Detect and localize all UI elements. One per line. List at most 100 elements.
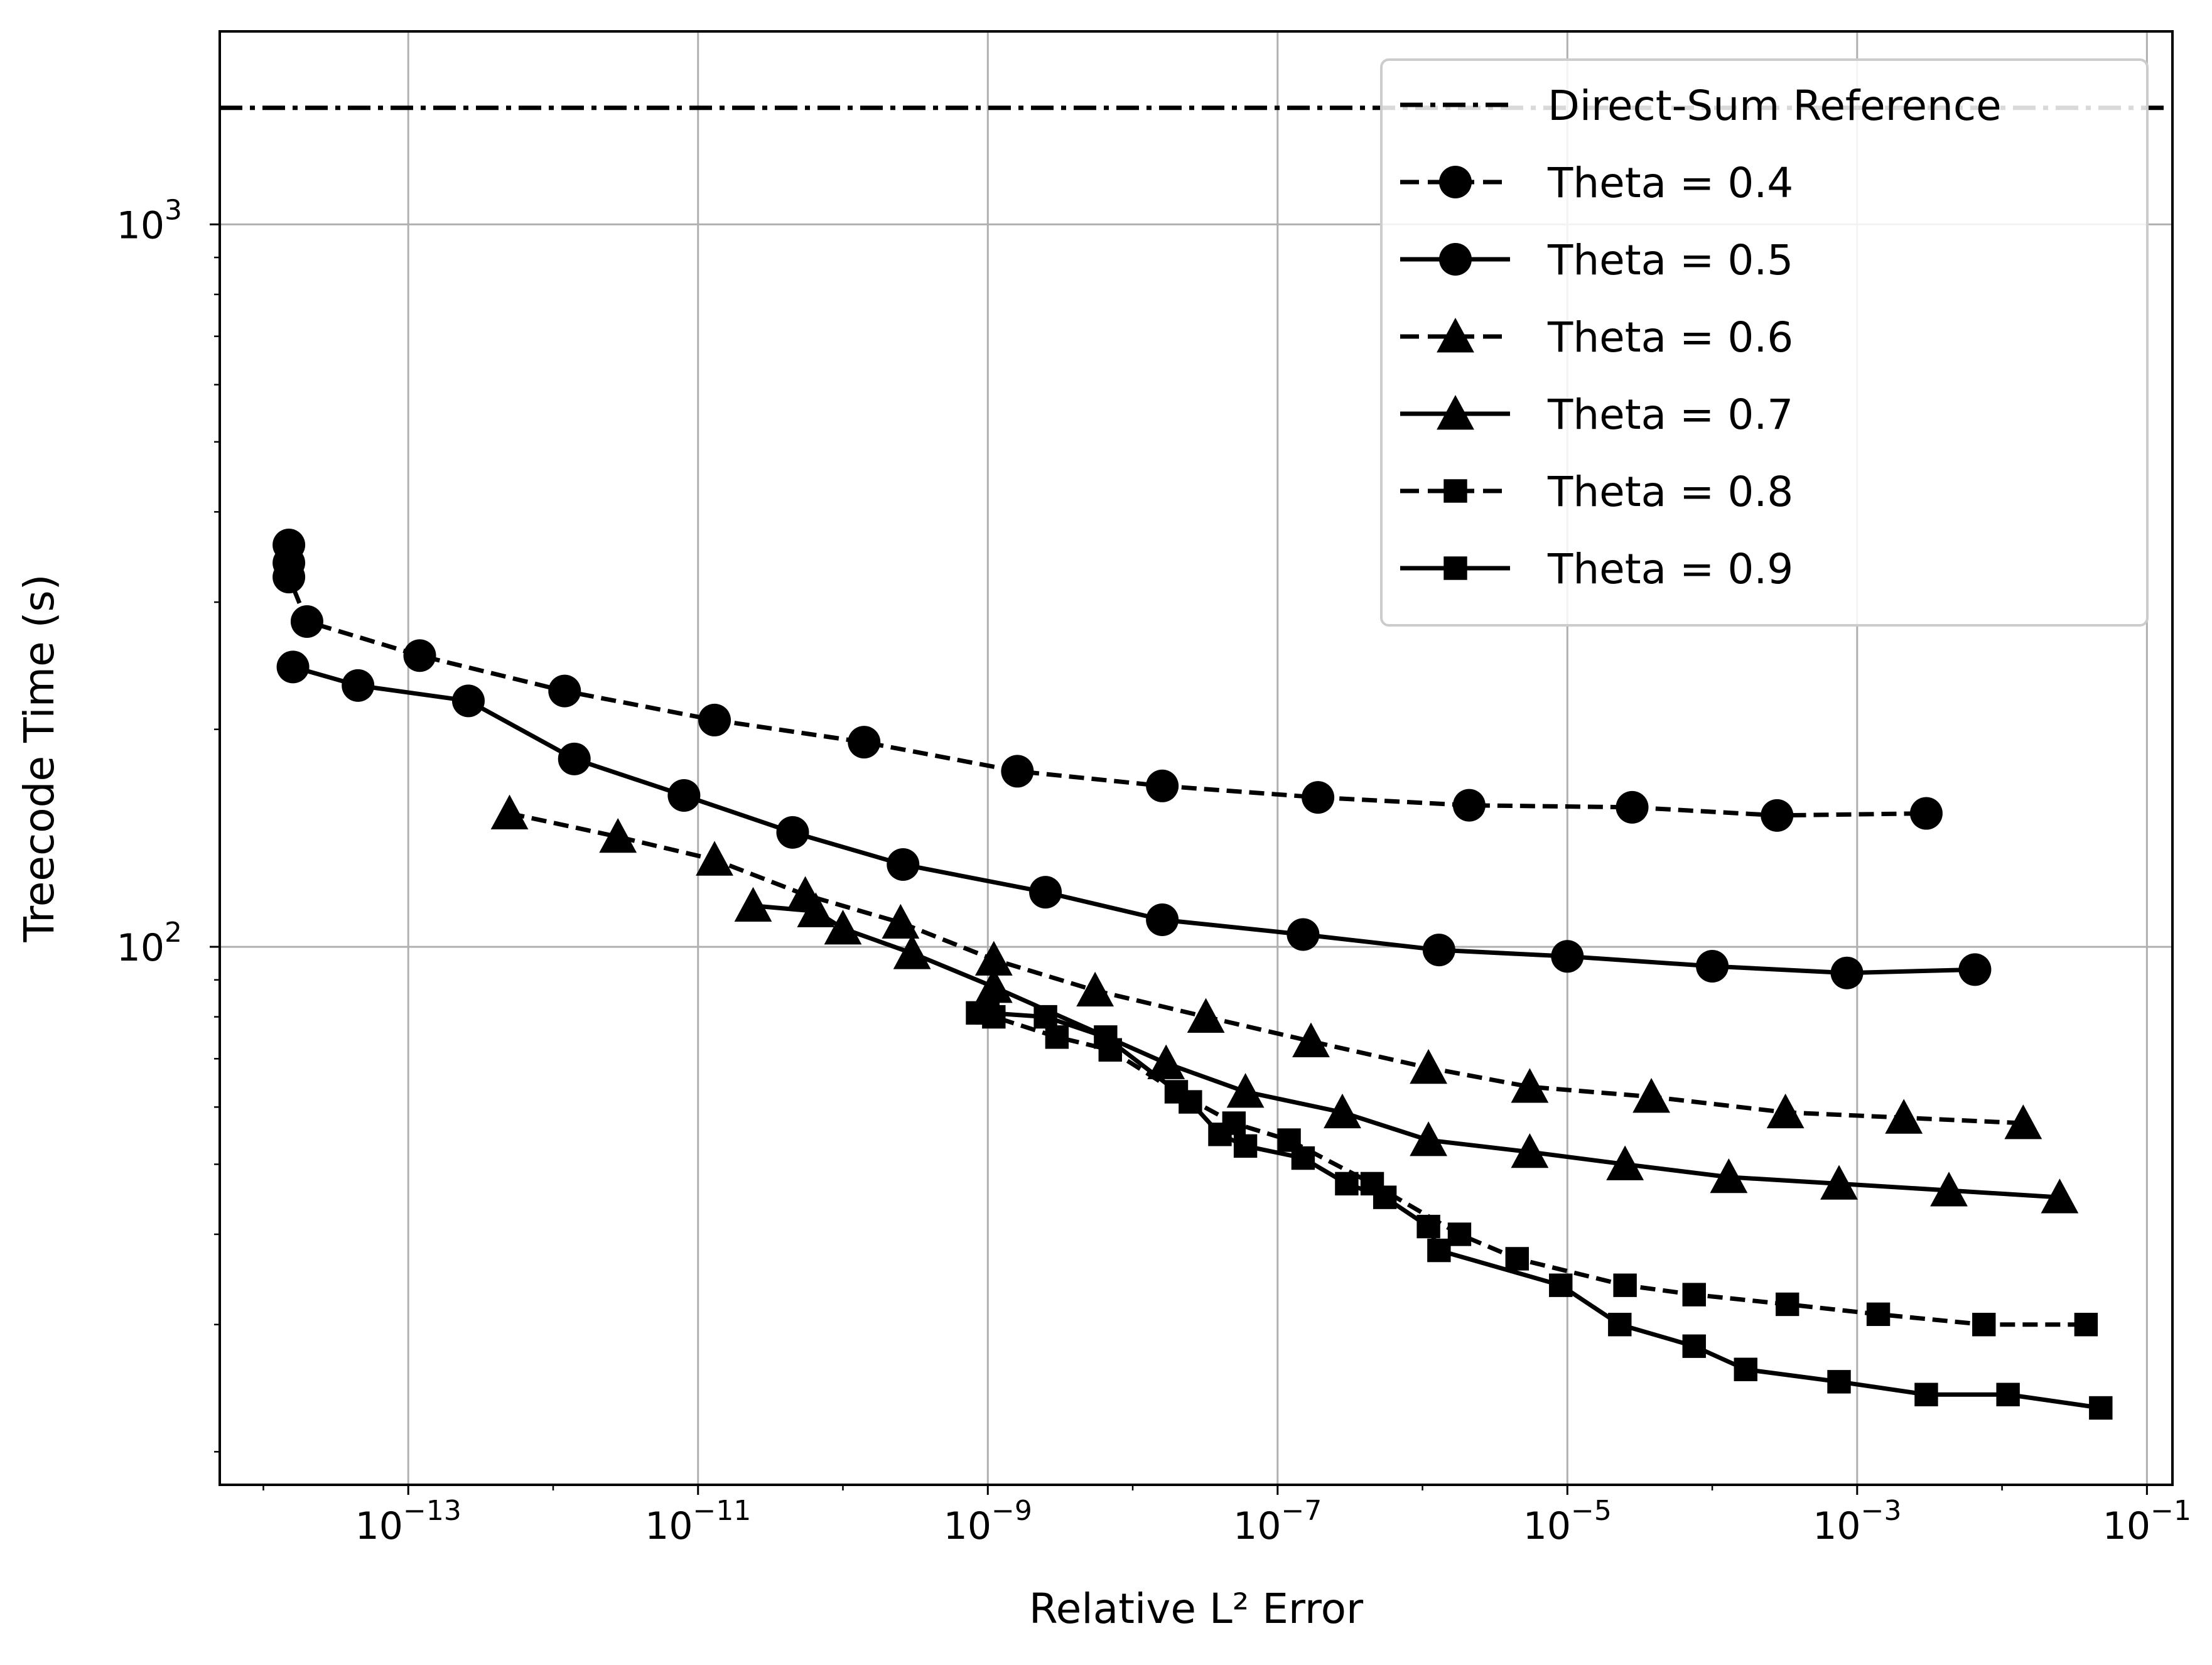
data-point xyxy=(1033,1005,1057,1029)
data-point xyxy=(1958,953,1992,986)
legend-label: Direct-Sum Reference xyxy=(1548,82,2002,130)
series-line xyxy=(977,1010,2086,1327)
data-point xyxy=(1147,1044,1185,1079)
data-point xyxy=(1045,1025,1069,1049)
data-point xyxy=(2041,1178,2079,1214)
data-point xyxy=(1452,789,1486,822)
data-point xyxy=(1696,949,1729,983)
data-point xyxy=(290,605,323,638)
data-point xyxy=(1427,1238,1451,1263)
data-point xyxy=(1324,1093,1361,1129)
data-point xyxy=(1422,934,1455,967)
data-point xyxy=(490,794,529,829)
data-point xyxy=(1226,1073,1265,1108)
data-point xyxy=(1632,1078,1671,1113)
data-point xyxy=(976,1001,1000,1025)
data-point xyxy=(1608,1313,1632,1337)
data-point xyxy=(1373,1185,1397,1209)
data-point xyxy=(1179,1090,1202,1114)
x-tick-label: 10−5 xyxy=(1523,1495,1612,1548)
legend-entry: Theta = 0.7 xyxy=(1400,391,1793,439)
data-point xyxy=(1029,876,1062,909)
data-point xyxy=(2074,1313,2098,1337)
data-point xyxy=(599,817,637,853)
data-point xyxy=(887,848,920,881)
series-triangle-dashed xyxy=(490,794,2042,1140)
legend-marker xyxy=(1443,556,1467,580)
data-point xyxy=(974,968,1013,1003)
data-point xyxy=(667,779,701,812)
data-point xyxy=(1734,1357,1757,1381)
data-point xyxy=(1511,1133,1549,1168)
data-point xyxy=(1094,1025,1118,1049)
data-point xyxy=(824,910,862,945)
data-point xyxy=(1827,1370,1851,1394)
data-point xyxy=(797,892,835,927)
data-point xyxy=(1410,1121,1448,1156)
legend-entry: Direct-Sum Reference xyxy=(1400,82,2002,130)
data-point xyxy=(2004,1104,2042,1140)
legend-marker xyxy=(1439,166,1472,198)
legend-entry: Theta = 0.6 xyxy=(1400,313,1793,362)
data-point xyxy=(1549,1273,1573,1297)
y-tick-label: 102 xyxy=(117,917,182,970)
data-point xyxy=(1076,971,1114,1007)
y-tick-label: 103 xyxy=(117,194,182,247)
legend-label: Theta = 0.7 xyxy=(1547,391,1793,439)
data-point xyxy=(1505,1247,1529,1271)
data-point xyxy=(1292,1022,1330,1057)
data-point xyxy=(1909,797,1943,830)
legend-entry: Theta = 0.5 xyxy=(1400,236,1793,284)
data-point xyxy=(698,703,731,736)
data-point xyxy=(1972,1313,1996,1337)
data-point xyxy=(1187,998,1225,1033)
data-point xyxy=(1447,1222,1472,1246)
series-circle-solid xyxy=(276,650,1992,989)
data-point xyxy=(1410,1048,1448,1084)
data-point xyxy=(558,742,591,775)
data-point xyxy=(1710,1158,1748,1194)
legend-label: Theta = 0.6 xyxy=(1547,313,1793,362)
data-point xyxy=(1616,790,1649,824)
plot-frame xyxy=(219,30,2174,1486)
data-point xyxy=(1001,755,1034,788)
data-point xyxy=(342,669,375,702)
series-layer xyxy=(272,528,2113,1420)
data-point xyxy=(403,639,436,672)
data-point xyxy=(1866,1302,1891,1327)
data-point xyxy=(1146,769,1179,802)
data-point xyxy=(1830,956,1864,989)
data-point xyxy=(1914,1382,1938,1406)
data-point xyxy=(1335,1172,1359,1196)
data-point xyxy=(882,903,920,939)
data-point xyxy=(1551,940,1584,973)
legend-marker xyxy=(1437,318,1474,353)
x-tick-label: 10−3 xyxy=(1813,1495,1901,1548)
data-point xyxy=(1416,1214,1440,1239)
data-point xyxy=(1682,1334,1706,1358)
data-point xyxy=(1511,1068,1549,1103)
legend-label: Theta = 0.4 xyxy=(1547,159,1793,207)
data-point xyxy=(1885,1099,1923,1134)
data-point xyxy=(548,674,581,708)
legend-label: Theta = 0.8 xyxy=(1547,468,1793,516)
x-axis-title: Relative L² Error xyxy=(1029,1585,1364,1633)
legend-entry: Theta = 0.8 xyxy=(1400,468,1793,516)
data-point xyxy=(1761,799,1794,832)
grid xyxy=(220,31,2172,1485)
data-point xyxy=(1766,1093,1805,1129)
data-point xyxy=(734,886,772,922)
data-point xyxy=(1606,1145,1644,1180)
legend-box xyxy=(1380,58,2149,627)
legend-entry: Theta = 0.9 xyxy=(1400,545,1793,593)
data-point xyxy=(1302,781,1335,814)
data-point xyxy=(1930,1172,1968,1207)
ticks: 10−13 10−11 10−9 10−7 10−5 10−3 10−1 102 103 xyxy=(117,194,2191,1548)
legend-label: Theta = 0.5 xyxy=(1547,236,1793,284)
legend-marker xyxy=(1443,479,1467,503)
x-tick-label: 10−9 xyxy=(944,1495,1032,1548)
data-point xyxy=(776,816,809,849)
x-tick-label: 10−1 xyxy=(2103,1495,2191,1548)
data-point xyxy=(974,940,1013,976)
